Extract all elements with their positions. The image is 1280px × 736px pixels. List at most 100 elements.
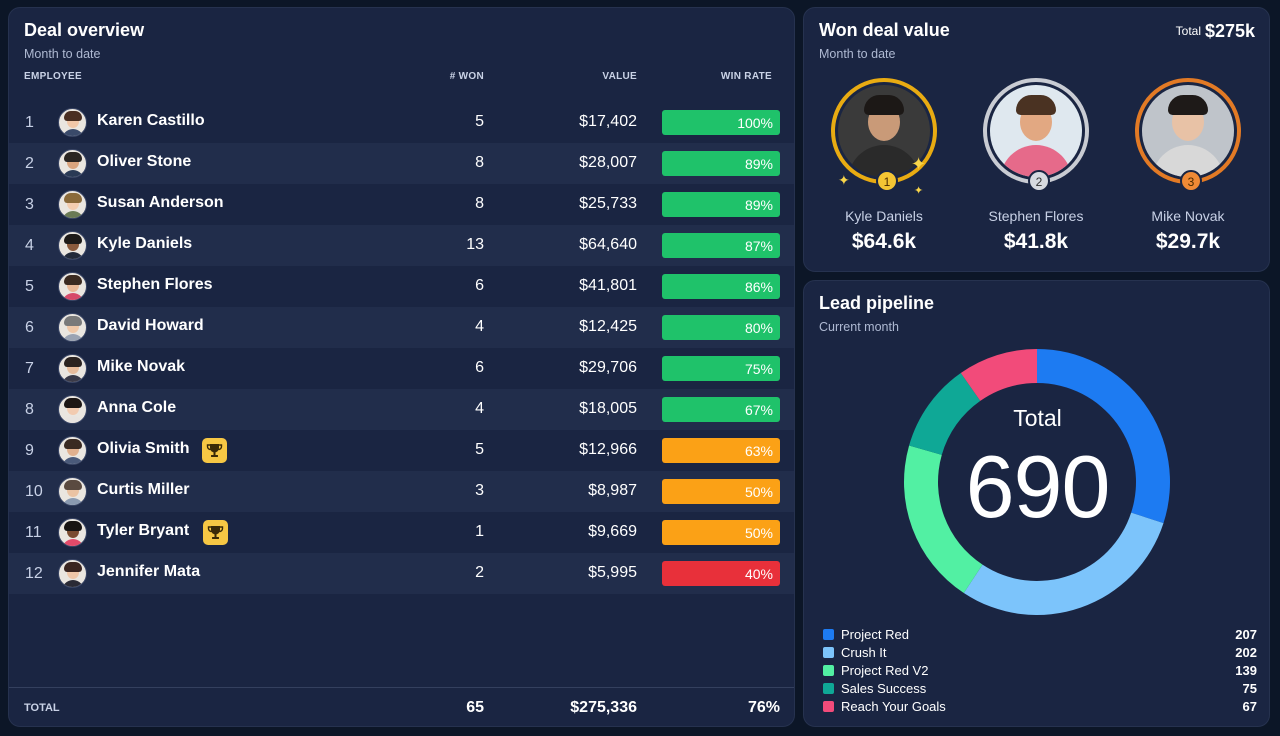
employee-name[interactable]: Olivia Smith bbox=[97, 440, 190, 457]
avatar bbox=[58, 477, 87, 506]
won-deal-value-title: Won deal value bbox=[819, 20, 950, 40]
won-count: 4 bbox=[475, 318, 484, 335]
legend-item[interactable]: Project Red V2 139 bbox=[821, 662, 1257, 680]
top-performer-card[interactable]: 2 Stephen Flores $41.8k bbox=[976, 78, 1096, 254]
deal-value: $8,987 bbox=[588, 482, 637, 499]
performer-value: $64.6k bbox=[851, 230, 917, 253]
rank-medal: 1 bbox=[876, 170, 898, 192]
total-label: TOTAL bbox=[24, 702, 60, 714]
row-rank: 1 bbox=[25, 114, 34, 131]
column-header-employee[interactable]: EMPLOYEE bbox=[24, 71, 82, 82]
legend-item[interactable]: Reach Your Goals 67 bbox=[821, 698, 1257, 716]
rank-medal: 2 bbox=[1028, 170, 1050, 192]
table-row[interactable]: 12 Jennifer Mata 2 $5,995 40% bbox=[9, 553, 794, 594]
row-rank: 7 bbox=[25, 360, 34, 377]
donut-slice-reach-your-goals[interactable] bbox=[960, 349, 1037, 401]
row-rank: 11 bbox=[25, 524, 42, 541]
win-rate-value: 50% bbox=[744, 525, 773, 541]
win-rate-badge: 89% bbox=[662, 192, 780, 217]
win-rate-value: 67% bbox=[744, 402, 773, 418]
table-row[interactable]: 4 Kyle Daniels 13 $64,640 87% bbox=[9, 225, 794, 266]
deal-value: $18,005 bbox=[579, 400, 637, 417]
table-row[interactable]: 7 Mike Novak 6 $29,706 75% bbox=[9, 348, 794, 389]
legend-swatch bbox=[823, 665, 834, 676]
won-count: 2 bbox=[475, 564, 484, 581]
deal-value: $12,966 bbox=[579, 441, 637, 458]
won-count: 8 bbox=[475, 154, 484, 171]
won-count: 6 bbox=[475, 277, 484, 294]
top-performer-card[interactable]: 1 ✦ ✦ ✦ Kyle Daniels $64.6k bbox=[824, 78, 944, 254]
employee-name[interactable]: Oliver Stone bbox=[97, 153, 192, 170]
win-rate-badge: 100% bbox=[662, 110, 780, 135]
win-rate-badge: 75% bbox=[662, 356, 780, 381]
win-rate-badge: 89% bbox=[662, 151, 780, 176]
won-count: 13 bbox=[466, 236, 484, 253]
employee-name[interactable]: Susan Anderson bbox=[97, 194, 224, 211]
win-rate-value: 80% bbox=[744, 320, 773, 336]
employee-name[interactable]: Jennifer Mata bbox=[97, 563, 201, 580]
employee-name[interactable]: Stephen Flores bbox=[97, 276, 213, 293]
sparkle-icon: ✦ bbox=[911, 154, 927, 174]
donut-slice-sales-success[interactable] bbox=[909, 372, 981, 455]
win-rate-badge: 40% bbox=[662, 561, 780, 586]
sparkle-icon: ✦ bbox=[914, 185, 924, 197]
deal-value: $5,995 bbox=[588, 564, 637, 581]
avatar bbox=[58, 559, 87, 588]
avatar bbox=[58, 436, 87, 465]
row-rank: 4 bbox=[25, 237, 34, 254]
employee-name[interactable]: David Howard bbox=[97, 317, 204, 334]
table-row[interactable]: 3 Susan Anderson 8 $25,733 89% bbox=[9, 184, 794, 225]
won-count: 5 bbox=[475, 113, 484, 130]
total-value: $275,336 bbox=[570, 699, 637, 716]
legend-item[interactable]: Project Red 207 bbox=[821, 626, 1257, 644]
avatar bbox=[58, 395, 87, 424]
top-performer-card[interactable]: 3 Mike Novak $29.7k bbox=[1128, 78, 1248, 254]
win-rate-badge: 63% bbox=[662, 438, 780, 463]
table-row[interactable]: 11 Tyler Bryant 1 $9,669 50% bbox=[9, 512, 794, 553]
row-rank: 3 bbox=[25, 196, 34, 213]
table-row[interactable]: 10 Curtis Miller 3 $8,987 50% bbox=[9, 471, 794, 512]
lead-pipeline-title: Lead pipeline bbox=[819, 293, 935, 313]
win-rate-badge: 50% bbox=[662, 520, 780, 545]
deal-overview-subtitle: Month to date bbox=[24, 47, 101, 61]
total-divider bbox=[9, 687, 794, 688]
employee-name[interactable]: Anna Cole bbox=[97, 399, 177, 416]
donut-slice-crush-it[interactable] bbox=[963, 512, 1164, 615]
employee-name[interactable]: Kyle Daniels bbox=[97, 235, 193, 252]
deal-value: $17,402 bbox=[579, 113, 637, 130]
performer-name: Kyle Daniels bbox=[845, 208, 923, 224]
avatar bbox=[58, 313, 87, 342]
column-header-won[interactable]: # WON bbox=[449, 71, 484, 82]
donut-slice-project-red-v2[interactable] bbox=[904, 445, 983, 594]
avatar: 3 bbox=[1135, 78, 1241, 192]
deal-value: $12,425 bbox=[579, 318, 637, 335]
employee-name[interactable]: Mike Novak bbox=[97, 358, 186, 375]
win-rate-badge: 86% bbox=[662, 274, 780, 299]
lead-pipeline-donut-chart bbox=[904, 349, 1170, 615]
row-rank: 2 bbox=[25, 155, 34, 172]
legend-label: Reach Your Goals bbox=[841, 699, 946, 714]
win-rate-badge: 87% bbox=[662, 233, 780, 258]
deal-value: $41,801 bbox=[579, 277, 637, 294]
column-header-value[interactable]: VALUE bbox=[602, 71, 637, 82]
table-row[interactable]: 6 David Howard 4 $12,425 80% bbox=[9, 307, 794, 348]
avatar bbox=[58, 354, 87, 383]
employee-name[interactable]: Karen Castillo bbox=[97, 112, 205, 129]
win-rate-badge: 80% bbox=[662, 315, 780, 340]
employee-name[interactable]: Curtis Miller bbox=[97, 481, 190, 498]
performer-name: Mike Novak bbox=[1151, 208, 1225, 224]
table-row[interactable]: 1 Karen Castillo 5 $17,402 100% bbox=[9, 102, 794, 143]
legend-item[interactable]: Crush It 202 bbox=[821, 644, 1257, 662]
donut-slice-project-red[interactable] bbox=[1037, 349, 1170, 524]
row-rank: 9 bbox=[25, 442, 34, 459]
employee-name[interactable]: Tyler Bryant bbox=[97, 522, 190, 539]
table-row[interactable]: 9 Olivia Smith 5 $12,966 63% bbox=[9, 430, 794, 471]
column-header-win-rate[interactable]: WIN RATE bbox=[720, 71, 772, 82]
deal-value: $29,706 bbox=[579, 359, 637, 376]
table-row[interactable]: 5 Stephen Flores 6 $41,801 86% bbox=[9, 266, 794, 307]
win-rate-value: 89% bbox=[744, 156, 773, 172]
table-row[interactable]: 8 Anna Cole 4 $18,005 67% bbox=[9, 389, 794, 430]
win-rate-value: 87% bbox=[744, 238, 773, 254]
table-row[interactable]: 2 Oliver Stone 8 $28,007 89% bbox=[9, 143, 794, 184]
legend-item[interactable]: Sales Success 75 bbox=[821, 680, 1257, 698]
